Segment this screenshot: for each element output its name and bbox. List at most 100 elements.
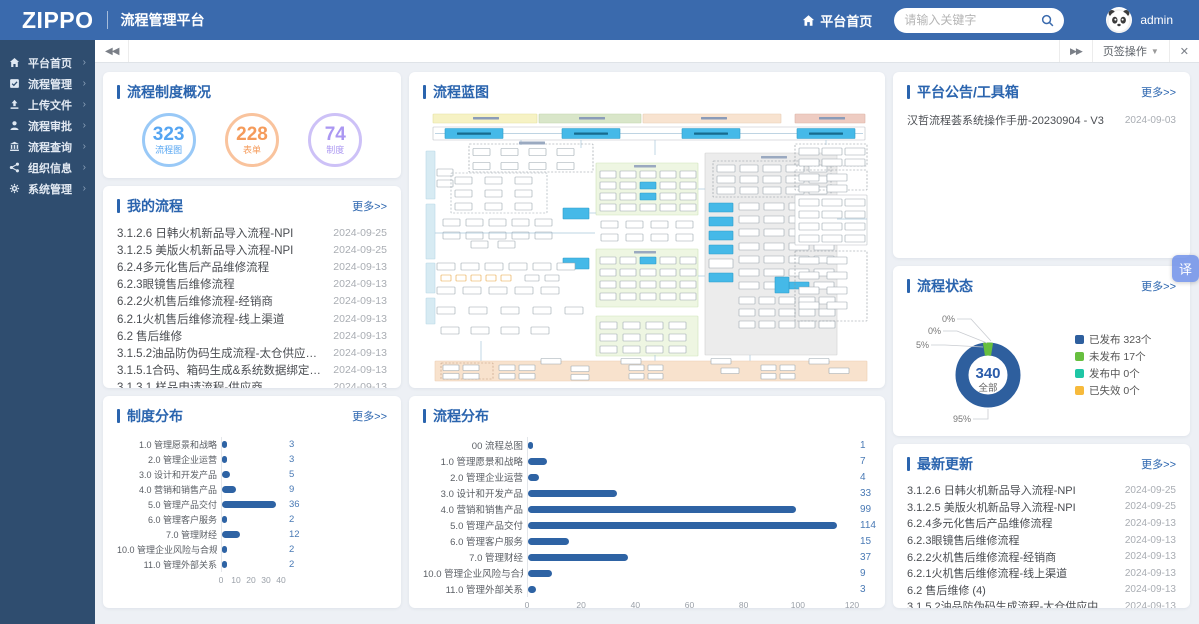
bar-label: 2.0 管理企业运营 — [450, 473, 523, 484]
bar-label: 00 流程总图 — [471, 441, 523, 452]
process-date: 2024-09-13 — [1124, 584, 1176, 596]
list-item[interactable]: 3.1.2.5 美版火机新品导入流程-NPI 2024-09-25 — [117, 241, 387, 258]
list-item[interactable]: 3.1.5.2油品防伪码生成流程-太仓供应中心采购 2024-09-13 — [907, 598, 1176, 608]
list-item[interactable]: 3.1.2.5 美版火机新品导入流程-NPI 2024-09-25 — [907, 499, 1176, 516]
tab-bar: ◀◀ ▶▶ 页签操作 ▼ ✕ — [95, 40, 1199, 63]
tab-operations-dropdown[interactable]: 页签操作 ▼ — [1091, 40, 1169, 62]
list-item[interactable]: 6.2.3眼镜售后维修流程 2024-09-13 — [907, 532, 1176, 549]
bar-row: 11.0 管理外部关系 3 — [423, 581, 871, 597]
card-title: 我的流程 — [127, 198, 183, 214]
list-item[interactable]: 3.1.5.2油品防伪码生成流程-太仓供应中心采购 2024-09-13 — [117, 344, 387, 361]
bar-row: 2.0 管理企业运营 4 — [423, 469, 871, 485]
institution-bar-chart: 1.0 管理愿景和战略 3 2.0 管理企业运营 3 3.0 设计和开发产品 5 4.0 营… — [103, 431, 401, 586]
process-date: 2024-09-03 — [1124, 114, 1176, 126]
bar-value: 15 — [860, 535, 872, 547]
stat-circle[interactable]: 228 表单 — [224, 113, 279, 167]
process-date: 2024-09-25 — [333, 243, 387, 256]
legend-label[interactable]: 未发布 17个 — [1089, 350, 1146, 363]
list-item[interactable]: 6.2 售后维修 2024-09-13 — [117, 327, 387, 344]
sidebar-item-query[interactable]: 流程查询 › — [0, 136, 95, 157]
bar-label: 5.0 管理产品交付 — [450, 521, 523, 532]
more-link[interactable]: 更多>> — [1141, 281, 1176, 293]
bar-label: 3.0 设计和开发产品 — [138, 470, 217, 480]
translate-float-button[interactable]: 译 — [1172, 255, 1199, 282]
approve-icon — [9, 120, 22, 131]
list-item[interactable]: 6.2.3眼镜售后维修流程 2024-09-13 — [117, 276, 387, 293]
axis-tick-label: 20 — [576, 600, 586, 608]
sidebar-item-approve[interactable]: 流程审批 › — [0, 115, 95, 136]
process-title: 6.2.1火机售后维修流程-线上渠道 — [907, 568, 1068, 581]
sidebar-item-settings[interactable]: 系统管理 › — [0, 178, 95, 199]
bar — [222, 456, 227, 463]
legend-label[interactable]: 发布中 0个 — [1089, 367, 1140, 380]
sidebar-item-upload[interactable]: 上传文件 › — [0, 94, 95, 115]
bar-row: 1.0 管理愿景和战略 7 — [423, 453, 871, 469]
home-icon — [9, 57, 22, 68]
donut-center-value: 340 — [975, 365, 1000, 382]
card-title: 流程分布 — [433, 408, 489, 424]
bar-value: 4 — [860, 471, 866, 483]
list-item[interactable]: 3.1.2.6 日韩火机新品导入流程-NPI 2024-09-25 — [907, 482, 1176, 499]
search-input[interactable] — [904, 13, 1042, 27]
more-link[interactable]: 更多>> — [1141, 459, 1176, 471]
bar-track — [527, 453, 852, 469]
list-item[interactable]: 汉哲流程荟系统操作手册-20230904 - V3 2024-09-03 — [907, 110, 1176, 130]
legend-label[interactable]: 已发布 323个 — [1089, 333, 1152, 346]
bar-row: 6.0 管理客户服务 15 — [423, 533, 871, 549]
bar-label: 2.0 管理企业运营 — [147, 455, 217, 465]
list-item[interactable]: 6.2.4多元化售后产品维修流程 2024-09-13 — [117, 258, 387, 275]
stat-circle[interactable]: 323 流程图 — [141, 113, 196, 167]
list-item[interactable]: 3.1.5.1合码、箱码生成&系统数据绑定流程... 2024-09-13 — [117, 362, 387, 379]
process-bar-chart: 00 流程总图 1 1.0 管理愿景和战略 7 2.0 管理企业运营 4 3.0 设计和开发… — [409, 431, 885, 608]
list-item[interactable]: 6.2.4多元化售后产品维修流程 2024-09-13 — [907, 515, 1176, 532]
bar-track — [221, 437, 281, 452]
bar-track — [527, 533, 852, 549]
tab-scroll-forward-button[interactable]: ▶▶ — [1059, 40, 1092, 62]
legend-swatch[interactable] — [1075, 369, 1084, 378]
legend-label[interactable]: 已失效 0个 — [1089, 384, 1140, 397]
sidebar-collapse-button[interactable]: ◀◀ — [95, 40, 130, 62]
nav-home[interactable]: 平台首页 — [802, 11, 872, 30]
sidebar-item-process[interactable]: 流程管理 › — [0, 73, 95, 94]
process-title: 6.2.2火机售后维修流程-经销商 — [907, 551, 1057, 564]
bar-label: 4.0 营销和销售产品 — [138, 485, 217, 495]
bar-label: 1.0 管理愿景和战略 — [440, 457, 523, 468]
list-item[interactable]: 6.2.1火机售后维修流程-线上渠道 2024-09-13 — [117, 310, 387, 327]
bar — [222, 561, 227, 568]
more-link[interactable]: 更多>> — [352, 411, 387, 423]
more-link[interactable]: 更多>> — [352, 201, 387, 213]
user-avatar[interactable] — [1106, 7, 1133, 33]
title-bar — [117, 409, 120, 423]
bar-track — [527, 565, 852, 581]
stat-circle[interactable]: 74 制度 — [308, 113, 363, 167]
process-date: 2024-09-13 — [333, 381, 387, 388]
bar-label: 4.0 营销和销售产品 — [440, 505, 523, 516]
list-item[interactable]: 6.2.1火机售后维修流程-线上渠道 2024-09-13 — [907, 565, 1176, 582]
title-bar — [423, 409, 426, 423]
list-item[interactable]: 3.1.2.6 日韩火机新品导入流程-NPI 2024-09-25 — [117, 224, 387, 241]
username[interactable]: admin — [1140, 13, 1173, 27]
list-item[interactable]: 6.2.2火机售后维修流程-经销商 2024-09-13 — [907, 548, 1176, 565]
list-item[interactable]: 6.2.2火机售后维修流程-经销商 2024-09-13 — [117, 293, 387, 310]
brand-logo[interactable]: ZIPPO — [22, 6, 94, 33]
title-bar — [423, 85, 426, 99]
sidebar-item-org[interactable]: 组织信息 › — [0, 157, 95, 178]
legend-swatch[interactable] — [1075, 352, 1084, 361]
bar-value: 2 — [289, 559, 295, 570]
search-box — [894, 7, 1065, 33]
search-icon[interactable] — [1041, 14, 1054, 27]
more-link[interactable]: 更多>> — [1141, 87, 1176, 99]
bar — [528, 585, 537, 593]
legend-swatch[interactable] — [1075, 386, 1084, 395]
bar-value: 99 — [860, 503, 872, 515]
process-title: 3.1.5.2油品防伪码生成流程-太仓供应中心采购 — [117, 347, 325, 360]
sidebar-item-home[interactable]: 平台首页 › — [0, 52, 95, 73]
process-title: 3.1.2.6 日韩火机新品导入流程-NPI — [907, 485, 1076, 498]
list-item[interactable]: 3.1.3.1 样品申请流程-供应商 2024-09-13 — [117, 379, 387, 388]
list-item[interactable]: 6.2 售后维修 (4) 2024-09-13 — [907, 582, 1176, 599]
process-title: 6.2.4多元化售后产品维修流程 — [117, 261, 270, 274]
blueprint-diagram[interactable] — [409, 107, 885, 388]
close-tab-button[interactable]: ✕ — [1168, 40, 1199, 62]
card-latest-updates: 最新更新 更多>> 3.1.2.6 日韩火机新品导入流程-NPI 2024-09-… — [893, 444, 1190, 608]
legend-swatch[interactable] — [1075, 335, 1084, 344]
